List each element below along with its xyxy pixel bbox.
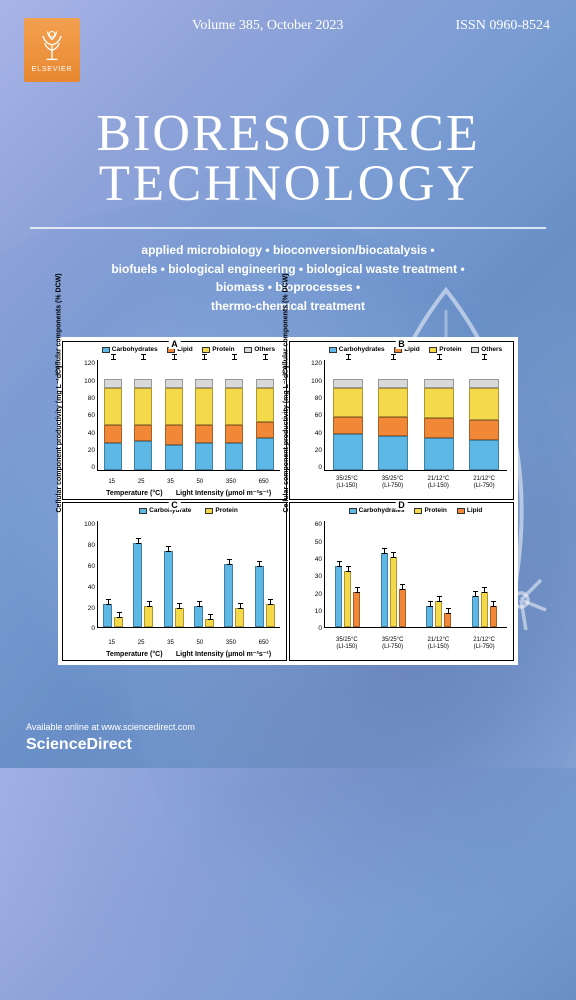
bars-b [324,360,507,471]
sciencedirect-brand: ScienceDirect [26,736,195,754]
publisher-logo-block: ELSEVIER [24,18,80,82]
y-ticks-c: 100806040200 [83,521,95,632]
x-label-a2: Light Intensity (μmol m⁻²s⁻¹) [176,489,271,497]
x-ticks-b: 35/25°C(LI-150)35/25°C(LI-750)21/12°C(LI… [324,476,507,489]
publisher-name: ELSEVIER [32,66,73,73]
y-label-d: Cellular component productivity (mg L⁻¹d… [282,365,290,512]
legend-b: CarbohydratesLipidProteinOthers [324,346,507,353]
x-ticks-a: 15253550350650 [97,479,280,486]
issn-info: ISSN 0960-8524 [455,18,550,34]
volume-info: Volume 385, October 2023 [192,18,343,34]
header-bar: ELSEVIER Volume 385, October 2023 ISSN 0… [0,0,576,82]
subplot-label: D [395,500,408,510]
bars-d [324,521,507,628]
subplot-d: D CarbohydratesProteinLipid 605040302010… [289,502,514,661]
title-line-2: TECHNOLOGY [0,155,576,213]
y-ticks-b: 120100806040200 [310,360,322,471]
subplot-a: A CarbohydratesLipidProteinOthers 120100… [62,341,287,500]
y-label-c: Cellular component productivity (mg L⁻¹d… [55,365,63,512]
chart-panel: A CarbohydratesLipidProteinOthers 120100… [58,337,518,665]
elsevier-logo: ELSEVIER [24,18,80,82]
x-label-a1: Temperature (°C) [106,490,162,497]
bars-a [97,360,280,471]
x-label-c2: Light Intensity (μmol m⁻²s⁻¹) [176,650,271,658]
legend-d: CarbohydratesProteinLipid [324,507,507,514]
x-ticks-d: 35/25°C(LI-150)35/25°C(LI-750)21/12°C(LI… [324,637,507,650]
journal-title: BIORESOURCE TECHNOLOGY [0,104,576,213]
topics-row: applied microbiology • bioconversion/bio… [0,241,576,260]
legend-a: CarbohydratesLipidProteinOthers [97,346,280,353]
subplot-c: C CarbohydrateProtein 100806040200 Cellu… [62,502,287,661]
subplot-label: A [168,339,181,349]
divider [30,227,546,229]
legend-c: CarbohydrateProtein [97,507,280,514]
x-ticks-c: 15253550350650 [97,640,280,647]
y-label-a: Cellular components (% DCW) [56,273,63,374]
x-label-c1: Temperature (°C) [106,651,162,658]
available-online: Available online at www.sciencedirect.co… [26,722,195,732]
subplot-label: C [168,500,181,510]
elsevier-tree-icon [34,27,70,63]
subplot-label: B [395,339,408,349]
subplot-b: B CarbohydratesLipidProteinOthers 120100… [289,341,514,500]
footer: Available online at www.sciencedirect.co… [26,722,195,754]
y-ticks-a: 120100806040200 [83,360,95,471]
y-label-b: Cellular components (% DCW) [283,273,290,374]
y-ticks-d: 6050403020100 [310,521,322,632]
bars-c [97,521,280,628]
